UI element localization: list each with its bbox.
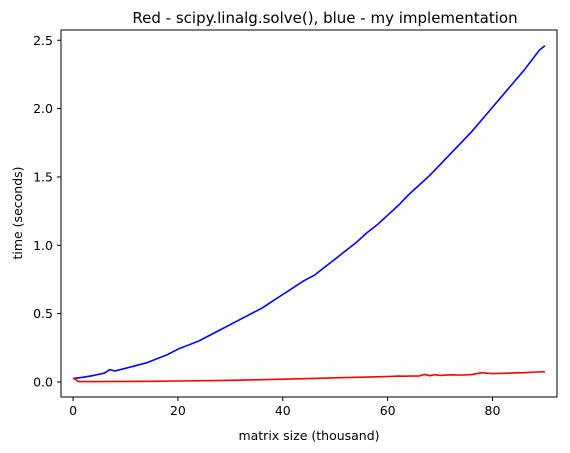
x-tick-label: 0 xyxy=(69,403,77,418)
series-layer xyxy=(72,45,546,383)
series-line-1 xyxy=(72,45,546,380)
y-tick-label: 1.0 xyxy=(33,238,53,253)
chart-title: Red - scipy.linalg.solve(), blue - my im… xyxy=(132,9,517,27)
x-tick-label: 60 xyxy=(380,403,396,418)
y-axis: 0.0 0.5 1.0 1.5 2.0 2.5 xyxy=(33,33,61,389)
x-tick-label: 20 xyxy=(170,403,186,418)
y-tick-label: 2.0 xyxy=(33,101,53,116)
y-tick-label: 2.5 xyxy=(33,33,53,48)
plot-frame xyxy=(60,29,558,398)
x-tick-label: 80 xyxy=(485,403,501,418)
x-axis-label: matrix size (thousand) xyxy=(238,428,379,443)
series-line-2 xyxy=(72,370,545,383)
y-tick-label: 0.0 xyxy=(33,374,53,389)
y-axis-label: time (seconds) xyxy=(10,166,25,259)
y-tick-label: 1.5 xyxy=(33,169,53,184)
y-tick-label: 0.5 xyxy=(33,306,53,321)
x-tick-label: 40 xyxy=(275,403,291,418)
x-axis: 0 20 40 60 80 xyxy=(69,397,501,418)
